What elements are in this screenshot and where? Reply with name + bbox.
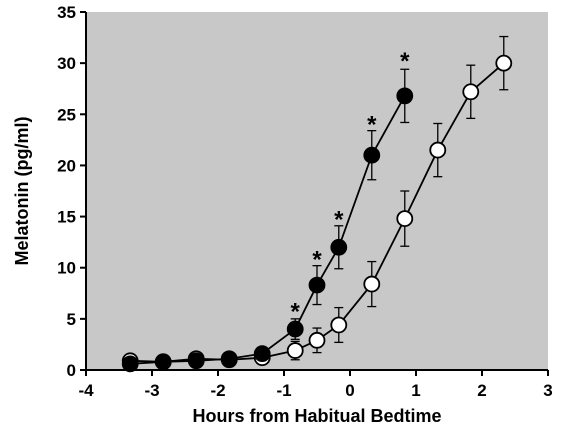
data-point bbox=[286, 320, 304, 338]
annotation-layer: * * * * * bbox=[291, 48, 411, 326]
data-point bbox=[121, 355, 139, 373]
axes-layer: 0 5 10 15 20 25 30 35 -4 -3 -2 -1 0 1 2 3 bbox=[57, 3, 553, 400]
y-tick-label: 20 bbox=[57, 156, 76, 175]
significance-marker: * bbox=[334, 207, 344, 234]
y-tick-label: 0 bbox=[67, 361, 76, 380]
data-point bbox=[220, 350, 238, 368]
data-point bbox=[396, 87, 414, 105]
significance-marker: * bbox=[312, 246, 322, 273]
data-point bbox=[330, 238, 348, 256]
y-tick-label: 25 bbox=[57, 105, 76, 124]
y-tick-label: 10 bbox=[57, 259, 76, 278]
series-line bbox=[130, 95, 406, 365]
significance-marker: * bbox=[291, 299, 301, 326]
plot-background bbox=[86, 12, 548, 370]
data-point bbox=[396, 210, 414, 228]
series-filled bbox=[121, 68, 414, 373]
x-tick-label: 3 bbox=[543, 381, 552, 400]
x-tick-label: 1 bbox=[411, 381, 420, 400]
x-tick-label: 0 bbox=[345, 381, 354, 400]
y-tick-label: 5 bbox=[67, 310, 76, 329]
significance-marker: * bbox=[367, 111, 377, 138]
data-point bbox=[363, 275, 381, 293]
y-axis-title: Melatonin (pg/ml) bbox=[12, 117, 32, 266]
data-point bbox=[495, 54, 513, 72]
x-tick-label: -3 bbox=[144, 381, 159, 400]
data-point bbox=[330, 316, 348, 334]
y-tick-label: 30 bbox=[57, 54, 76, 73]
x-tick-label: 2 bbox=[477, 381, 486, 400]
data-point bbox=[286, 342, 304, 359]
data-point bbox=[253, 345, 271, 363]
x-tick-label: -1 bbox=[276, 381, 291, 400]
data-point bbox=[363, 146, 381, 164]
x-axis-title: Hours from Habitual Bedtime bbox=[192, 406, 441, 426]
data-point bbox=[308, 331, 326, 349]
series-layer bbox=[121, 35, 513, 373]
data-point bbox=[462, 83, 480, 101]
x-tick-label: -4 bbox=[78, 381, 94, 400]
data-point bbox=[154, 353, 172, 371]
data-point bbox=[187, 352, 205, 370]
y-tick-label: 15 bbox=[57, 208, 76, 227]
data-point bbox=[429, 141, 447, 159]
y-tick-label: 35 bbox=[57, 3, 76, 22]
data-point bbox=[308, 276, 326, 294]
x-tick-label: -2 bbox=[210, 381, 225, 400]
significance-marker: * bbox=[400, 48, 410, 75]
